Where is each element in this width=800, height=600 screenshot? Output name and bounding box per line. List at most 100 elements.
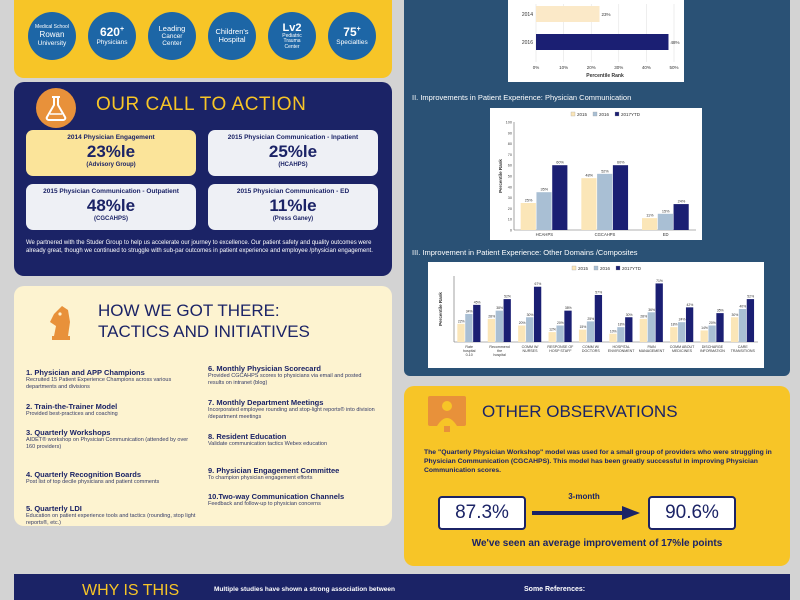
bar-2016 — [597, 173, 613, 230]
bar-2016 — [536, 192, 552, 230]
category-label: TRANSITIONS — [731, 349, 756, 353]
y-tick-label: 60 — [508, 164, 512, 168]
references-heading: Some References: — [524, 586, 586, 593]
tactic-item: 9. Physician Engagement Committee To cham… — [208, 466, 378, 482]
bar-2016 — [536, 34, 669, 50]
bar-2015 — [700, 330, 708, 342]
cta-box-value: 25%le — [268, 142, 318, 161]
bar-2015 — [578, 329, 587, 342]
category-label: NURSES — [523, 349, 539, 353]
tactic-title: 5. Quarterly LDI — [26, 504, 82, 513]
stat-line1: Children's — [215, 26, 249, 36]
legend-label: 2015 — [577, 112, 588, 117]
tactic-title: 6. Monthly Physician Scorecard — [208, 364, 321, 373]
bar-2017YTD — [746, 299, 755, 342]
cta-box-ed: 2015 Physician Communication - ED 11%le … — [208, 184, 378, 230]
category-label: CGCAHPS — [595, 232, 616, 237]
category-label: 0-10 — [466, 353, 473, 357]
legend-swatch — [570, 111, 576, 117]
chart1-svg: 0% 10% 20% 30% 40% 50% 2014 23% 2016 48% Percentil… — [522, 4, 679, 79]
data-label: 28% — [488, 314, 495, 318]
stat-medical-school: Medical School Rowan University — [28, 12, 76, 60]
bar-2017YTD — [655, 283, 663, 342]
arrow-label: 3-month — [568, 492, 600, 501]
cta-box-physician-engagement: 2014 Physician Engagement 23%le (Advisor… — [26, 130, 196, 176]
data-label: 25% — [587, 317, 594, 321]
data-label: 38% — [565, 306, 572, 310]
stat-sup: + — [119, 25, 125, 33]
tactic-item: 1. Physician and APP Champions Recruited … — [26, 368, 196, 390]
legend-swatch — [614, 111, 620, 117]
cta-box-value: 48%le — [86, 196, 136, 215]
tactic-title: 9. Physician Engagement Committee — [208, 466, 340, 475]
stat-line3: Center — [284, 43, 300, 50]
cta-box-inpatient: 2015 Physician Communication - Inpatient… — [208, 130, 378, 176]
chart2-subtitle: II. Improvements in Patient Experience: … — [412, 93, 632, 102]
tactic-item: 8. Resident Education Validate communicat… — [208, 432, 378, 448]
presenter-icon — [426, 394, 468, 439]
bar-2017YTD — [533, 286, 542, 342]
bar-2016 — [465, 313, 473, 342]
data-label: 30% — [626, 313, 633, 317]
category-label: ENVIRONMENT — [608, 349, 635, 353]
data-label: 18% — [618, 323, 625, 327]
tactic-title: 1. Physician and APP Champions — [26, 368, 145, 377]
cta-box-heading: 2015 Physician Communication - ED — [236, 188, 350, 195]
category-label: MANAGEMENT — [639, 349, 666, 353]
x-axis-label: Percentile Rank — [586, 73, 624, 79]
stat-specialties: 75+ Specialties — [328, 12, 376, 60]
y-tick-label: 70 — [508, 153, 512, 157]
tactic-desc: AIDET® workshop on Physician Communicati… — [26, 437, 189, 450]
data-label: 35% — [717, 309, 724, 313]
bar-2016 — [586, 321, 595, 342]
y-axis-label: Percentile Rank — [438, 292, 443, 326]
stat-line2: Trauma — [283, 38, 301, 45]
tactic-desc: Feedback and follow-up to physician conc… — [208, 501, 321, 507]
y-tick-label: 10 — [508, 218, 512, 222]
bar-2017YTD — [673, 204, 689, 230]
data-label: 67% — [535, 282, 542, 286]
cta-box-heading: 2015 Physician Communication - Inpatient — [227, 134, 359, 141]
bar-2016 — [617, 327, 625, 342]
data-label: 60% — [617, 161, 625, 165]
data-label: 30% — [731, 313, 738, 317]
y-tick-label: 90 — [508, 131, 512, 135]
category-label: HOSPITAL — [612, 345, 630, 349]
data-label: 10% — [610, 329, 617, 333]
bar-2017YTD — [552, 165, 568, 230]
legend-label: 2015 — [578, 266, 589, 271]
category-label: MEDICINES — [672, 349, 693, 353]
cta-box-source: (CGCAHPS) — [94, 216, 128, 222]
bar-2017YTD — [716, 313, 724, 342]
legend-swatch — [593, 265, 599, 271]
tactic-item: 10.Two-way Communication Channels Feedbac… — [208, 492, 378, 508]
legend-label: 2016 — [600, 266, 611, 271]
tactics-title: HOW WE GOT THERE: TACTICS AND INITIATIVE… — [98, 300, 310, 343]
category-label: HOSP STAFF — [549, 349, 572, 353]
legend-label: 2016 — [599, 112, 610, 117]
data-label: 48% — [670, 40, 679, 45]
category-label: 2014 — [522, 12, 533, 18]
cta-box-source: (Press Ganey) — [272, 216, 314, 222]
bar-2016 — [678, 322, 686, 342]
right-arrow-icon — [532, 506, 640, 525]
cta-box-heading: 2015 Physician Communication - Outpatien… — [43, 188, 179, 195]
bar-2015 — [609, 333, 617, 342]
data-label: 52% — [504, 295, 511, 299]
chart-physician-communication: 0 10 20 30 40 50 60 70 80 90 100 2015 2016 2017YTD Per… — [490, 108, 702, 240]
data-label: 48% — [585, 174, 593, 178]
stats-panel: Medical School Rowan University 620+ Phy… — [14, 0, 392, 78]
y-tick-label: 80 — [508, 142, 512, 146]
category-label: HCAHPS — [536, 232, 554, 237]
bar-2016 — [495, 310, 503, 342]
bar-2015 — [487, 318, 496, 342]
data-label: 34% — [466, 309, 473, 313]
charts-panel: 0% 10% 20% 30% 40% 50% 2014 23% 2016 48% Percentil… — [404, 0, 790, 376]
chess-knight-icon — [40, 300, 80, 349]
x-tick-label: 50% — [669, 65, 678, 70]
legend-label: 2017YTD — [621, 112, 641, 117]
tactics-title-line1: HOW WE GOT THERE: — [98, 301, 280, 320]
x-tick-label: 20% — [587, 65, 596, 70]
observations-panel: OTHER OBSERVATIONS The "Quarterly Physic… — [404, 386, 790, 566]
stat-line3: University — [37, 39, 67, 47]
